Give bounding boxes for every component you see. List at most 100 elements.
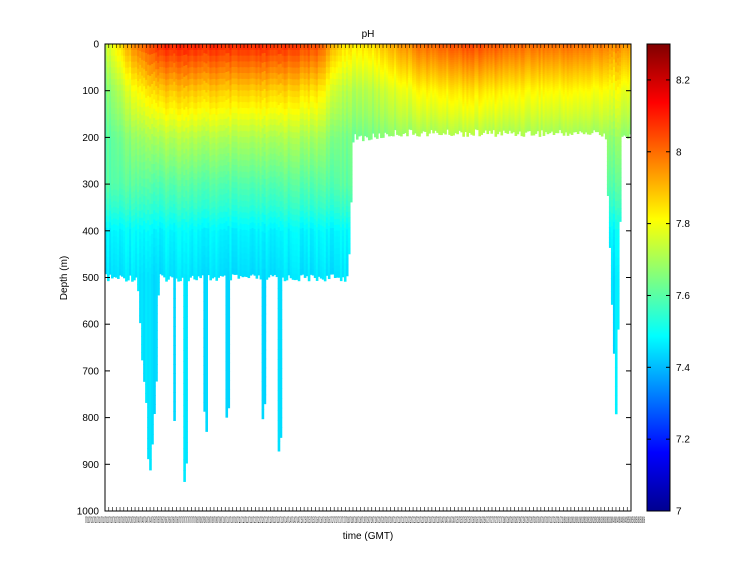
heatmap-column	[610, 44, 614, 305]
colorbar-tick-label: 7.8	[676, 219, 690, 230]
heatmap-column	[412, 44, 415, 135]
heatmap-column	[550, 44, 554, 132]
x-axis-label: time (GMT)	[343, 531, 394, 542]
heatmap-column	[255, 44, 259, 279]
heatmap-column	[514, 44, 518, 136]
heatmap-column	[249, 44, 253, 276]
heatmap-column	[267, 44, 271, 278]
heatmap-column	[345, 44, 349, 277]
heatmap-column	[510, 44, 514, 134]
heatmap-column	[221, 44, 225, 277]
heatmap-column	[159, 44, 162, 275]
heatmap-column	[530, 44, 534, 136]
heatmap-column	[462, 44, 465, 137]
heatmap-column	[452, 44, 455, 136]
y-tick-label: 600	[82, 320, 99, 331]
heatmap-column	[426, 44, 429, 137]
heatmap-column	[614, 44, 618, 415]
heatmap-column	[416, 44, 419, 137]
y-tick-label: 200	[82, 133, 99, 144]
heatmap-column	[492, 44, 496, 131]
heatmap-column	[378, 44, 381, 134]
y-tick-label: 1000	[77, 507, 100, 518]
heatmap-column	[624, 44, 628, 137]
y-tick-label: 100	[82, 86, 99, 97]
heatmap-column	[488, 44, 492, 131]
heatmap-column	[612, 44, 616, 354]
heatmap-column	[297, 44, 301, 282]
heatmap-column	[552, 44, 556, 136]
heatmap-column	[422, 44, 425, 132]
heatmap-column	[600, 44, 604, 137]
heatmap-column	[283, 44, 287, 282]
heatmap-column	[392, 44, 395, 137]
heatmap-column	[141, 44, 144, 361]
heatmap-column	[257, 44, 261, 276]
heatmap-column	[436, 44, 439, 133]
heatmap-column	[219, 44, 223, 276]
colorbar-tick-label: 8	[676, 147, 682, 158]
y-tick-label: 300	[82, 180, 99, 191]
heatmap-column	[406, 44, 409, 137]
heatmap-column	[544, 44, 548, 133]
heatmap-column	[560, 44, 564, 134]
heatmap-column	[149, 44, 152, 471]
heatmap-column	[428, 44, 431, 134]
heatmap-column	[185, 44, 188, 464]
heatmap-column	[135, 44, 138, 278]
heatmap-column	[171, 44, 174, 278]
heatmap-column	[506, 44, 510, 134]
heatmap-column	[213, 44, 217, 278]
heatmap-column	[229, 44, 233, 281]
heatmap-column	[143, 44, 146, 382]
heatmap-column	[225, 44, 229, 418]
heatmap-column	[197, 44, 200, 277]
heatmap-column	[564, 44, 568, 133]
y-tick-label: 0	[93, 40, 99, 51]
heatmap-column	[570, 44, 574, 135]
heatmap-column	[191, 44, 194, 276]
heatmap-column	[173, 44, 176, 421]
heatmap-column	[536, 44, 540, 132]
heatmap-column	[376, 44, 379, 139]
heatmap-column	[618, 44, 622, 222]
y-axis: 0 100 200 300 400 500 600 700 800 900 1000	[77, 40, 631, 518]
heatmap-column	[275, 44, 279, 278]
heatmap-column	[355, 44, 359, 140]
heatmap-column	[155, 44, 158, 382]
x-axis: 07/01/07/01/07/01/07/01/07/01/07/02/07/0…	[85, 44, 645, 525]
heatmap-column	[604, 44, 608, 140]
heatmap-column	[359, 44, 363, 136]
heatmap-column	[410, 44, 413, 131]
heatmap-column	[468, 44, 471, 133]
heatmap-column	[534, 44, 538, 134]
heatmap-column	[313, 44, 317, 278]
heatmap-column	[179, 44, 182, 282]
heatmap-column	[163, 44, 166, 278]
heatmap-column	[456, 44, 459, 135]
heatmap-column	[307, 44, 311, 282]
heatmap-column	[558, 44, 562, 131]
heatmap-column	[518, 44, 522, 132]
heatmap-column	[458, 44, 461, 131]
heatmap-column	[217, 44, 221, 278]
heatmap-column	[394, 44, 397, 131]
heatmap-column	[331, 44, 335, 275]
heatmap-column	[390, 44, 393, 136]
heatmap-column	[253, 44, 257, 276]
heatmap-column	[133, 44, 136, 281]
heatmap-column	[598, 44, 602, 136]
heatmap-column	[568, 44, 572, 134]
heatmap-column	[199, 44, 202, 279]
colorbar-ticks: 7 7.2 7.4 7.6 7.8 8 8.2	[647, 75, 690, 518]
heatmap-column	[574, 44, 578, 133]
y-axis-label: Depth (m)	[59, 256, 70, 300]
heatmap-column	[398, 44, 401, 136]
heatmap-column	[273, 44, 277, 275]
heatmap-column	[372, 44, 375, 134]
heatmap-column	[532, 44, 536, 136]
heatmap-column	[472, 44, 476, 136]
heatmap-column	[335, 44, 339, 278]
heatmap-column	[382, 44, 385, 138]
heatmap-column	[404, 44, 407, 134]
